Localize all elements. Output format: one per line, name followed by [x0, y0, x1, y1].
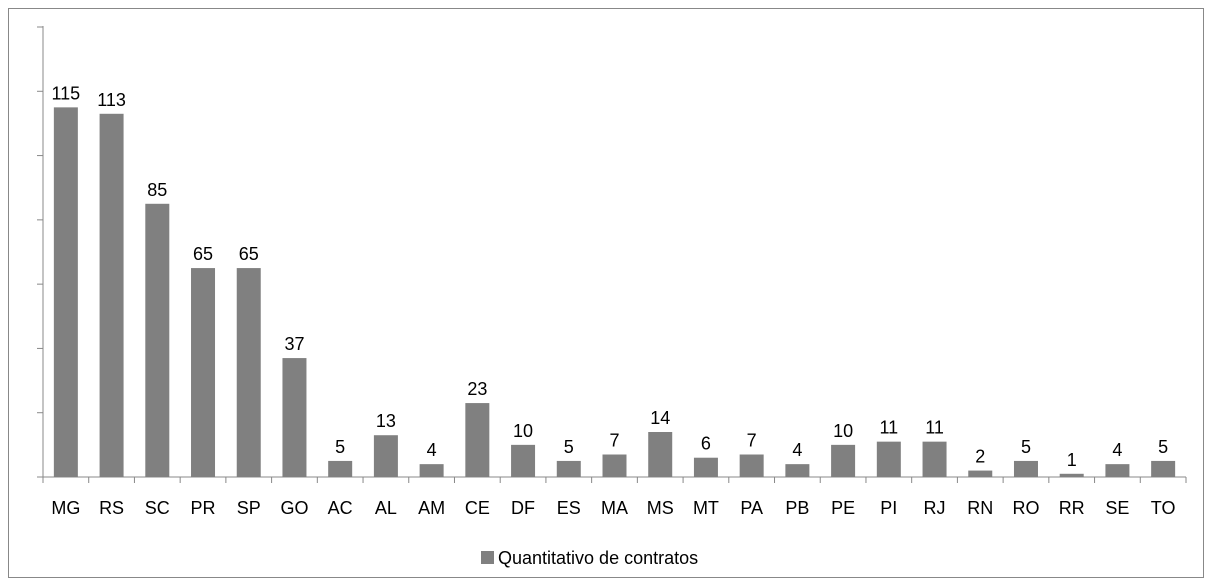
- data-label-rs: 113: [97, 90, 126, 110]
- bar-ce: [465, 403, 490, 477]
- data-label-sp: 65: [239, 244, 259, 264]
- x-tick-label-sp: SP: [237, 498, 261, 518]
- data-label-ac: 5: [335, 437, 345, 457]
- x-tick-label-pi: PI: [880, 498, 897, 518]
- bar-rj: [922, 441, 947, 477]
- x-tick-label-pr: PR: [191, 498, 216, 518]
- data-label-rj: 11: [925, 418, 944, 438]
- bar-rr: [1059, 473, 1084, 477]
- bar-am: [419, 464, 444, 477]
- data-label-pr: 65: [193, 244, 213, 264]
- legend-label: Quantitativo de contratos: [498, 548, 698, 568]
- bar-se: [1105, 464, 1130, 477]
- x-tick-label-pb: PB: [785, 498, 809, 518]
- data-label-go: 37: [284, 334, 304, 354]
- bar-ro: [1013, 460, 1038, 477]
- x-tick-label-sc: SC: [145, 498, 170, 518]
- data-label-pi: 11: [879, 418, 898, 438]
- bar-ma: [602, 454, 627, 477]
- bar-al: [373, 435, 398, 477]
- bar-go: [282, 358, 307, 477]
- x-tick-label-go: GO: [280, 498, 308, 518]
- x-tick-label-rr: RR: [1059, 498, 1085, 518]
- data-label-al: 13: [376, 411, 396, 431]
- x-tick-label-ro: RO: [1012, 498, 1039, 518]
- bar-df: [511, 444, 536, 477]
- data-label-ms: 14: [650, 408, 670, 428]
- x-tick-label-to: TO: [1151, 498, 1176, 518]
- bar-ms: [648, 432, 673, 477]
- data-label-mt: 6: [701, 434, 711, 454]
- bar-sp: [236, 268, 261, 477]
- data-label-ce: 23: [467, 379, 487, 399]
- bar-rn: [968, 470, 993, 477]
- data-label-to: 5: [1158, 437, 1168, 457]
- x-tick-label-pe: PE: [831, 498, 855, 518]
- bar-ac: [328, 460, 353, 477]
- bar-pa: [739, 454, 764, 477]
- data-label-se: 4: [1112, 440, 1122, 460]
- x-tick-label-ms: MS: [647, 498, 674, 518]
- data-label-ma: 7: [609, 431, 619, 451]
- bar-pb: [785, 464, 810, 477]
- x-tick-label-pa: PA: [740, 498, 763, 518]
- x-tick-label-ac: AC: [328, 498, 353, 518]
- x-tick-label-mg: MG: [51, 498, 80, 518]
- bar-pe: [831, 444, 856, 477]
- bar-mg: [53, 107, 78, 477]
- bar-to: [1151, 460, 1176, 477]
- bar-rs: [99, 113, 124, 478]
- x-tick-label-al: AL: [375, 498, 397, 518]
- bar-mt: [693, 457, 718, 477]
- bar-pr: [191, 268, 216, 477]
- x-tick-label-ma: MA: [601, 498, 628, 518]
- data-label-df: 10: [513, 421, 533, 441]
- chart-bars: [53, 107, 1176, 478]
- x-tick-label-rj: RJ: [924, 498, 946, 518]
- data-label-rn: 2: [975, 447, 985, 467]
- chart-legend: Quantitativo de contratos: [481, 548, 698, 568]
- data-label-pa: 7: [747, 431, 757, 451]
- data-label-am: 4: [427, 440, 437, 460]
- data-label-es: 5: [564, 437, 574, 457]
- x-tick-label-mt: MT: [693, 498, 719, 518]
- data-label-sc: 85: [147, 180, 167, 200]
- legend-swatch: [481, 551, 494, 564]
- x-tick-label-am: AM: [418, 498, 445, 518]
- data-label-mg: 115: [52, 83, 81, 103]
- x-tick-label-df: DF: [511, 498, 535, 518]
- bar-sc: [145, 203, 170, 478]
- x-tick-label-rn: RN: [967, 498, 993, 518]
- data-label-ro: 5: [1021, 437, 1031, 457]
- x-tick-label-ce: CE: [465, 498, 490, 518]
- data-label-pb: 4: [792, 440, 802, 460]
- x-tick-label-rs: RS: [99, 498, 124, 518]
- x-tick-label-es: ES: [557, 498, 581, 518]
- data-label-rr: 1: [1067, 450, 1077, 470]
- chart-x-tick-labels: MG RS SC PR SP GO AC AL AM CE DF ES MA MS MT PA PB PE PI RJ…: [51, 498, 1175, 518]
- x-tick-label-se: SE: [1105, 498, 1129, 518]
- data-label-pe: 10: [833, 421, 853, 441]
- bar-es: [556, 460, 581, 477]
- bar-pi: [876, 441, 901, 477]
